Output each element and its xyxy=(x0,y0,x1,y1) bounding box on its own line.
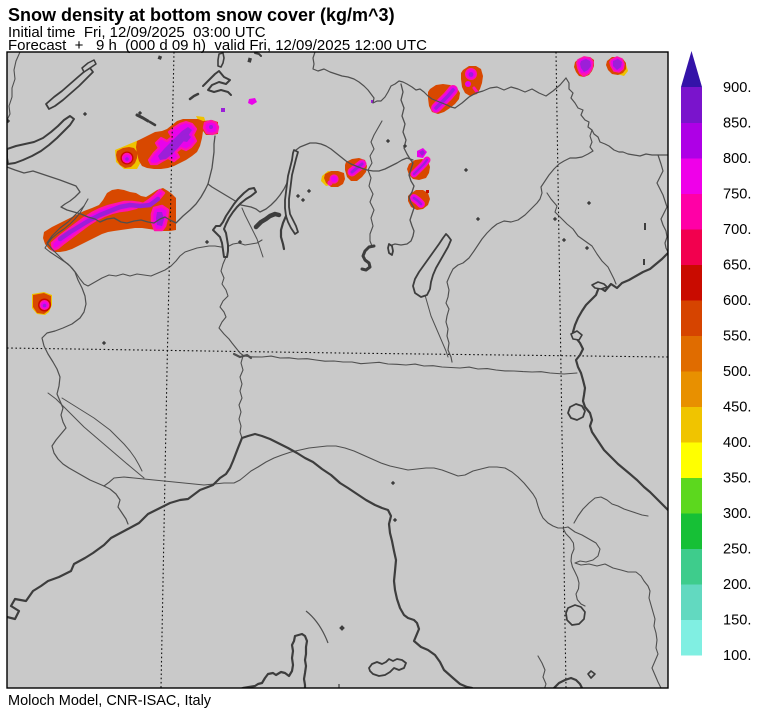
svg-text:Snow density at bottom snow co: Snow density at bottom snow cover (kg/m^… xyxy=(8,5,395,25)
svg-text:850.: 850. xyxy=(723,116,751,132)
svg-text:150.: 150. xyxy=(723,613,751,629)
svg-text:Moloch Model, CNR-ISAC, Italy: Moloch Model, CNR-ISAC, Italy xyxy=(8,693,212,709)
svg-text:400.: 400. xyxy=(723,435,751,451)
svg-text:900.: 900. xyxy=(723,80,751,96)
svg-text:650.: 650. xyxy=(723,258,751,274)
svg-text:200.: 200. xyxy=(723,577,751,593)
svg-text:250.: 250. xyxy=(723,542,751,558)
svg-text:800.: 800. xyxy=(723,151,751,167)
svg-text:600.: 600. xyxy=(723,293,751,309)
svg-text:300.: 300. xyxy=(723,506,751,522)
svg-text:450.: 450. xyxy=(723,400,751,416)
svg-text:Forecast + 9 h (000 d 09 h: Forecast + 9 h (000 d 09 h) valid Fri, 1… xyxy=(8,37,427,54)
svg-text:Initial time Fri, 12/09/2025: Initial time Fri, 12/09/2025 03:00 UTC xyxy=(8,24,266,41)
svg-text:350.: 350. xyxy=(723,471,751,487)
svg-text:100.: 100. xyxy=(723,648,751,664)
svg-text:700.: 700. xyxy=(723,222,751,238)
svg-text:500.: 500. xyxy=(723,364,751,380)
svg-text:750.: 750. xyxy=(723,187,751,203)
svg-text:550.: 550. xyxy=(723,329,751,345)
